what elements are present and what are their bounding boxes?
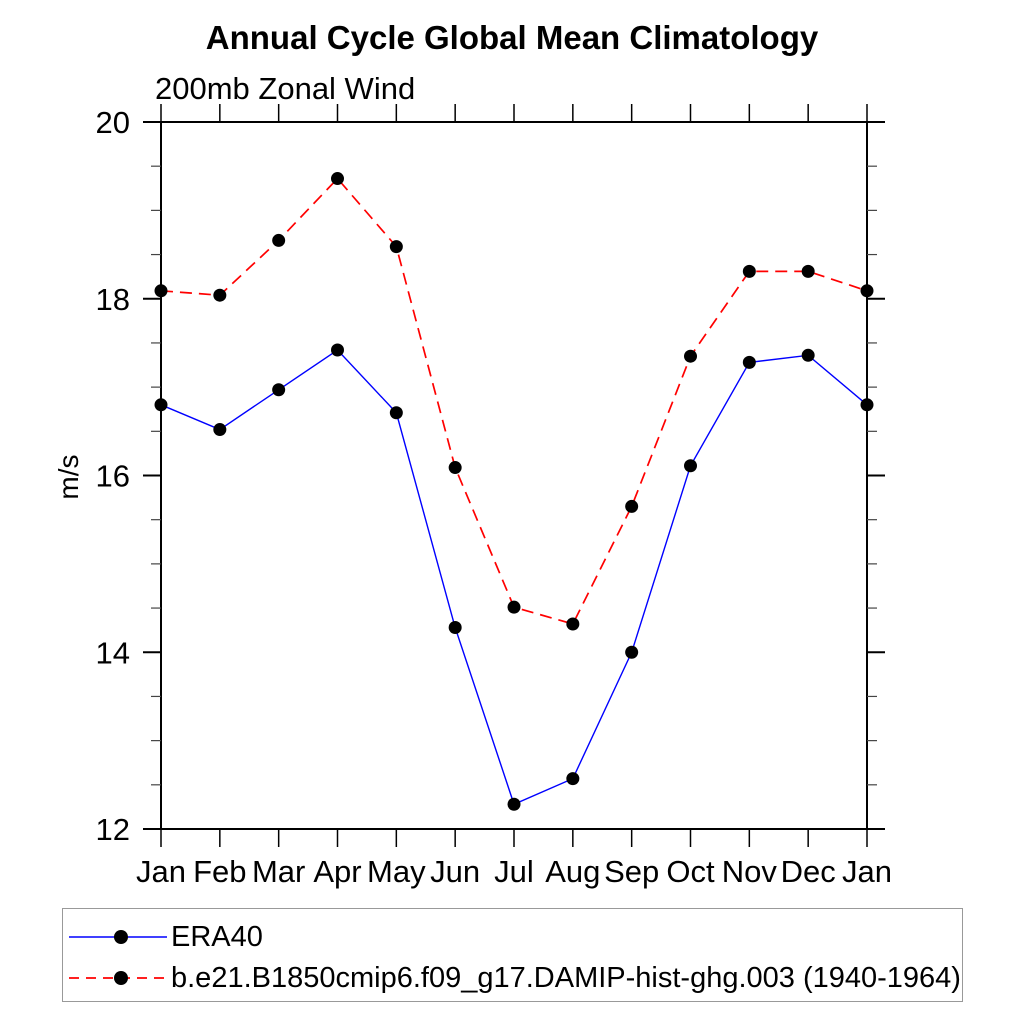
x-tick-label: Jun bbox=[430, 854, 480, 889]
legend-label: b.e21.B1850cmip6.f09_g17.DAMIP-hist-ghg.… bbox=[171, 961, 961, 994]
legend-item-0: ERA40 bbox=[68, 921, 263, 953]
data-point-marker bbox=[448, 461, 462, 475]
legend-box: ERA40 b.e21.B1850cmip6.f09_g17.DAMIP-hist… bbox=[62, 908, 963, 1002]
data-point-marker bbox=[507, 600, 521, 614]
data-point-marker bbox=[801, 264, 815, 278]
data-point-marker bbox=[566, 772, 580, 786]
series-line-0 bbox=[160, 349, 868, 806]
data-point-marker bbox=[154, 284, 168, 298]
x-tick-label: Jan bbox=[136, 854, 186, 889]
data-point-marker bbox=[213, 288, 227, 302]
legend-item-1: b.e21.B1850cmip6.f09_g17.DAMIP-hist-ghg.… bbox=[68, 962, 961, 994]
data-point-marker bbox=[860, 284, 874, 298]
x-tick-label: Jul bbox=[494, 854, 534, 889]
legend-line-sample bbox=[69, 971, 167, 985]
data-point-marker bbox=[389, 240, 403, 254]
data-point-marker bbox=[566, 617, 580, 631]
data-point-marker bbox=[448, 621, 462, 635]
data-point-marker bbox=[272, 383, 286, 397]
data-point-marker bbox=[801, 348, 815, 362]
y-tick-label: 20 bbox=[96, 105, 130, 140]
x-tick-label: Mar bbox=[252, 854, 305, 889]
data-point-marker bbox=[389, 406, 403, 420]
data-point-marker bbox=[742, 355, 756, 369]
chart-subtitle: 200mb Zonal Wind bbox=[155, 71, 416, 106]
x-tick-label: Sep bbox=[604, 854, 659, 889]
data-point-marker bbox=[331, 172, 344, 186]
x-tick-label: May bbox=[367, 854, 426, 889]
data-point-marker bbox=[507, 797, 521, 811]
legend-sample-marker bbox=[114, 971, 128, 985]
legend-label: ERA40 bbox=[171, 920, 263, 953]
x-tick-label: Dec bbox=[781, 854, 836, 889]
y-tick-label: 16 bbox=[96, 459, 130, 494]
x-tick-label: Oct bbox=[666, 854, 715, 889]
data-point-marker bbox=[625, 645, 639, 659]
plot-frame bbox=[160, 121, 868, 830]
series-line-1 bbox=[160, 177, 868, 625]
data-point-marker bbox=[331, 343, 344, 357]
chart-title: Annual Cycle Global Mean Climatology bbox=[205, 19, 819, 56]
data-point-marker bbox=[684, 459, 697, 473]
y-tick-label: 12 bbox=[96, 812, 130, 847]
data-point-marker bbox=[625, 499, 639, 513]
x-tick-label: Aug bbox=[545, 854, 600, 889]
y-tick-label: 14 bbox=[96, 635, 130, 670]
x-tick-label: Nov bbox=[722, 854, 778, 889]
legend-sample-marker bbox=[114, 930, 128, 944]
data-point-marker bbox=[684, 349, 697, 363]
data-point-marker bbox=[213, 423, 227, 437]
x-tick-label: Feb bbox=[193, 854, 246, 889]
x-tick-label: Apr bbox=[313, 854, 361, 889]
data-point-marker bbox=[154, 398, 168, 412]
data-point-marker bbox=[860, 398, 874, 412]
x-tick-label: Jan bbox=[842, 854, 892, 889]
y-tick-label: 18 bbox=[96, 282, 130, 317]
legend-line-sample bbox=[69, 930, 167, 944]
data-point-marker bbox=[272, 233, 286, 247]
data-point-marker bbox=[742, 264, 756, 278]
